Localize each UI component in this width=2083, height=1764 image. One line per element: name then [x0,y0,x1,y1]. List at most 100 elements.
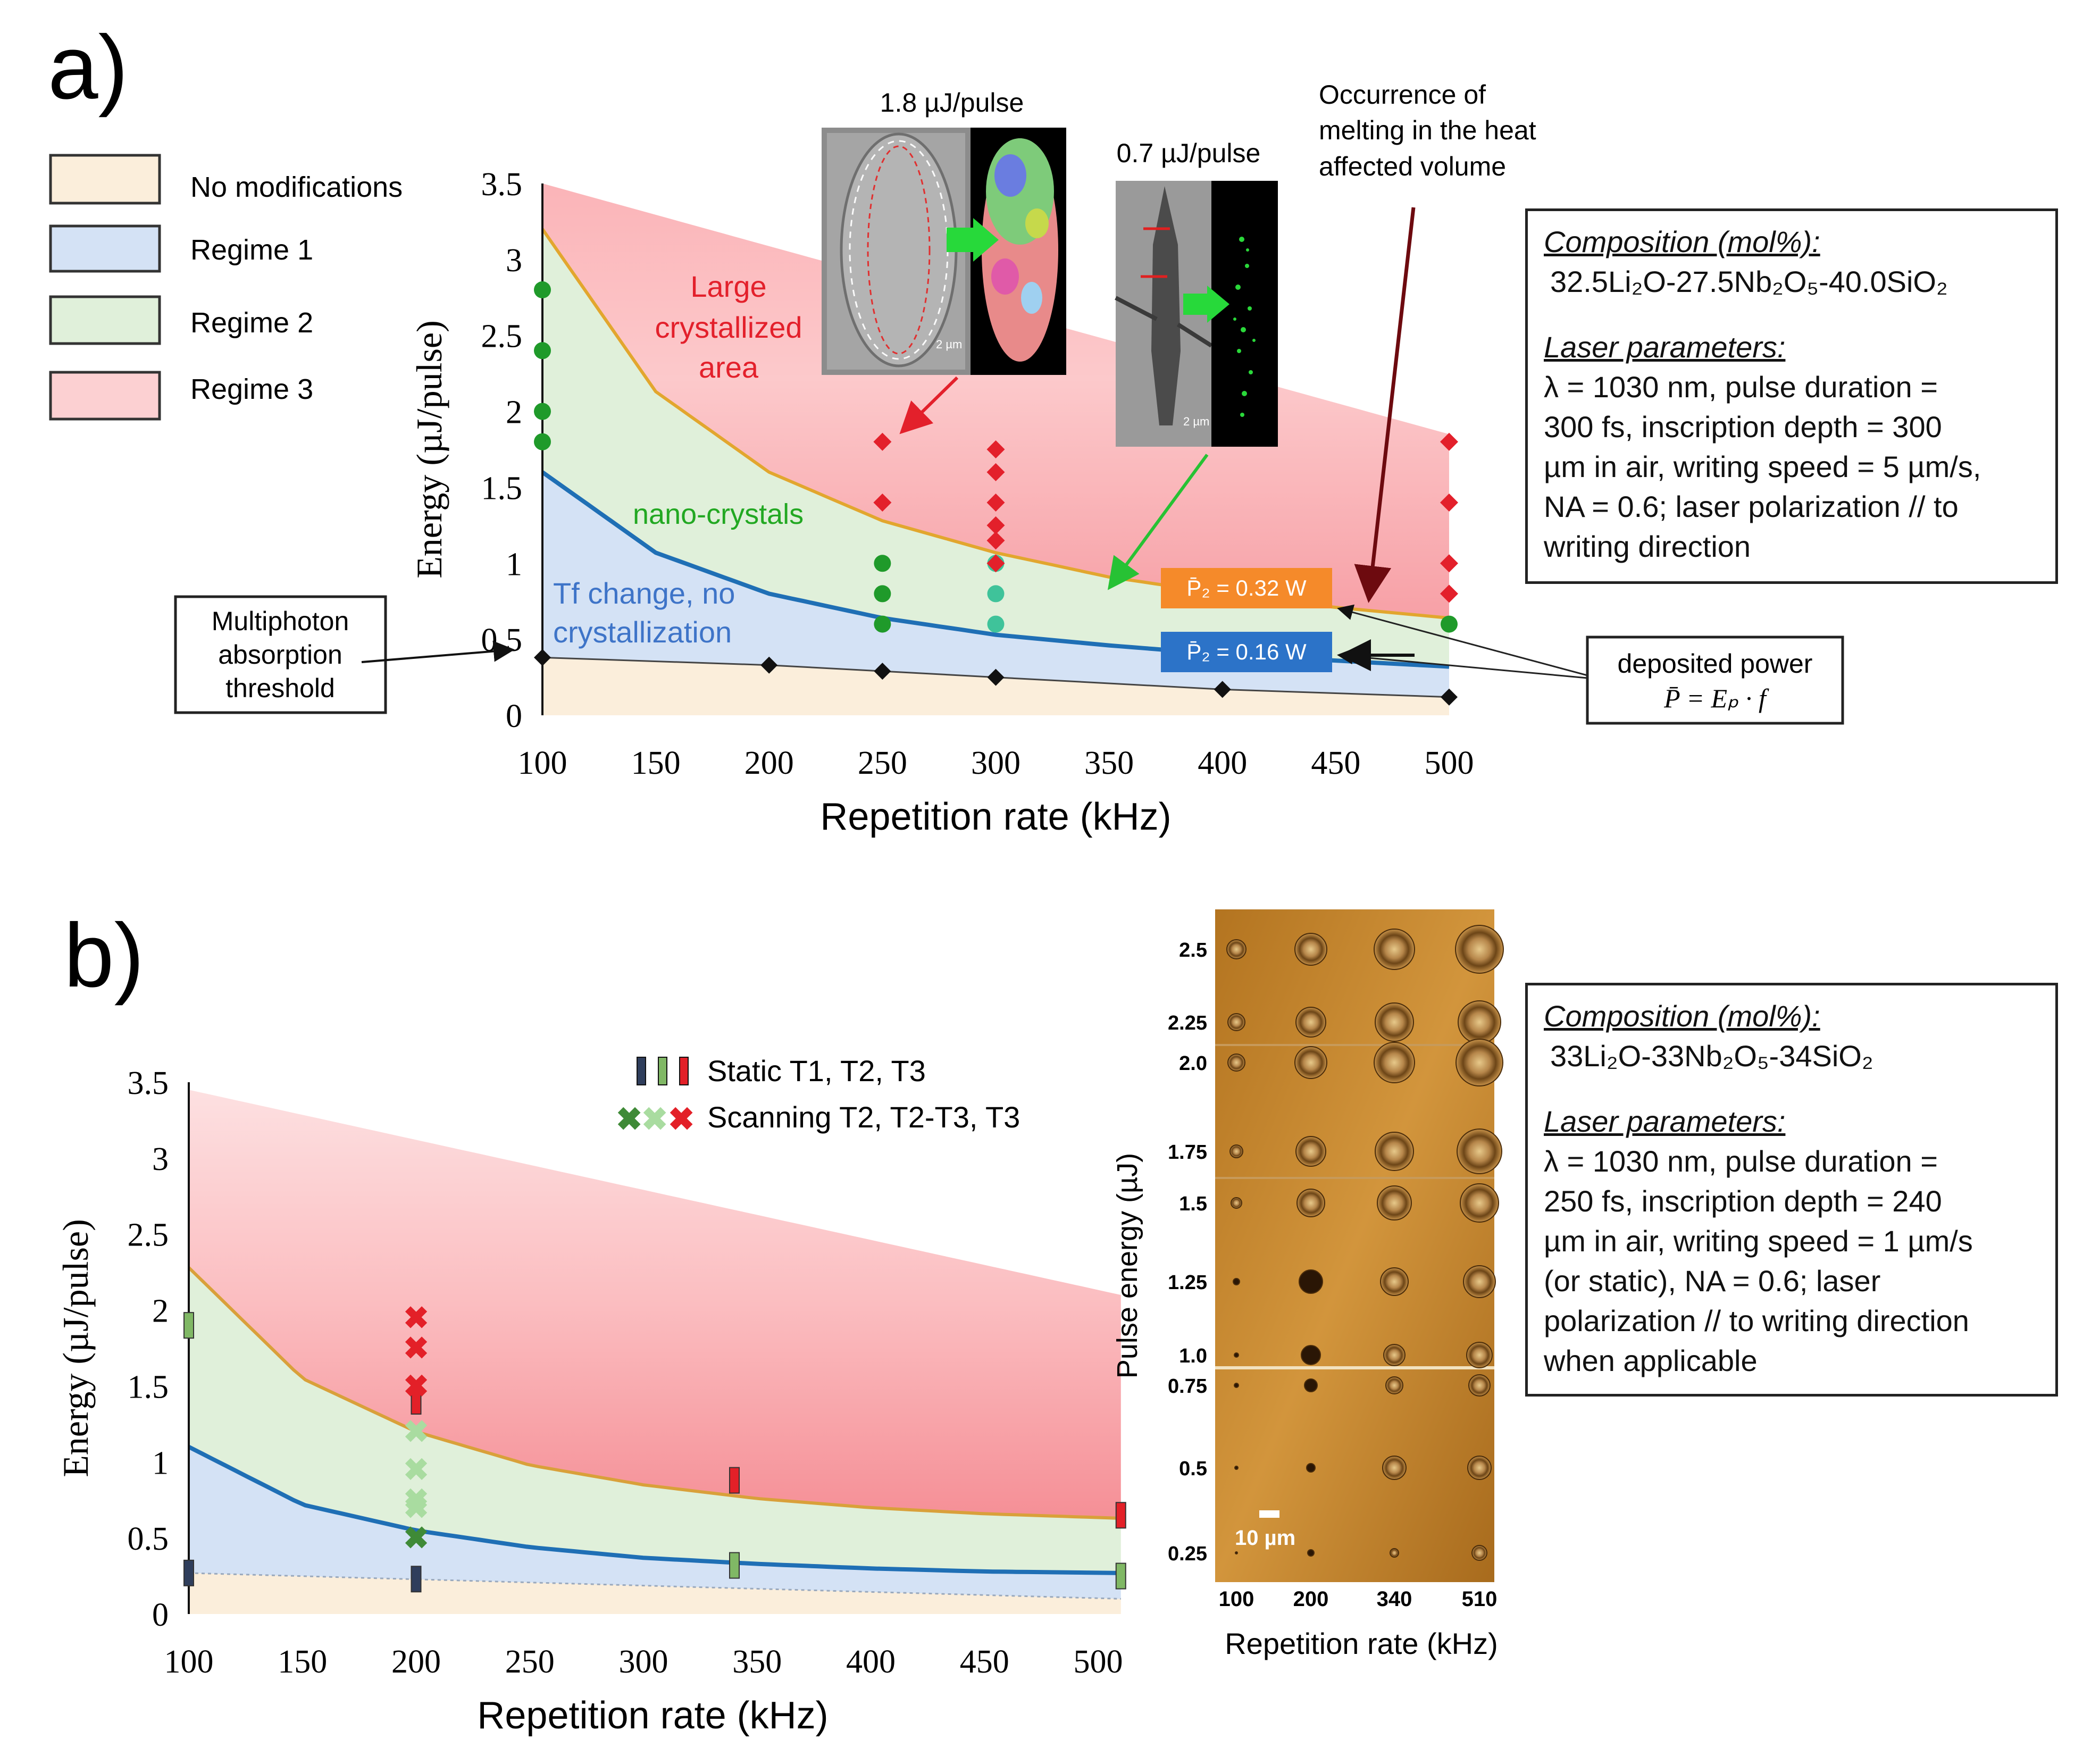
multiphoton-line-2: absorption [218,640,342,670]
micro-xtick-2: 340 [1377,1587,1412,1611]
a-ytick-5: 2.5 [481,319,523,355]
panel-b-laser-line-2: 250 fs, inscription depth = 240 [1544,1184,1942,1218]
panel-b-laser-line-6: when applicable [1544,1344,1758,1377]
micro-dot-3-3 [1457,1128,1502,1174]
a-threshold-point-0 [534,649,551,666]
micro-xtick-0: 100 [1219,1587,1254,1611]
label-large-crystallized-3: area [699,350,759,384]
micro-ytick-7: 0.75 [1168,1375,1207,1398]
micro-dot-8-2 [1382,1456,1407,1480]
micro-dot-3-1 [1295,1136,1326,1167]
micro-xtick-3: 510 [1462,1587,1498,1611]
b-ytick-7: 3.5 [128,1065,169,1101]
a-threshold-point-2 [874,663,891,680]
a-regime3-point-8 [1440,432,1458,451]
b-scan-t3-2: ✖ [403,1301,429,1335]
a-ytick-6: 3 [506,243,522,279]
micro-dot-4-1 [1296,1189,1325,1217]
micro-xtick-1: 200 [1293,1587,1329,1611]
b-static-t3-1 [729,1467,740,1494]
a-region-regime-2 [542,229,1449,667]
b-xtick-0: 100 [164,1644,214,1680]
micro-dot-3-2 [1375,1132,1414,1171]
panel-b-laser-line-5: polarization // to writing direction [1544,1304,1969,1337]
panel-a-composition-header: Composition (mol%): [1544,225,1820,258]
panel-a-laser-line-4: NA = 0.6; laser polarization // to [1544,490,1959,523]
a-regime3-point-4 [986,494,1005,512]
a-regime3-point-0 [873,432,892,451]
micro-dot-0-2 [1374,929,1415,970]
micro-grid-ticks: 2.5 2.25 2.0 1.75 1.5 1.25 1.0 0.75 0.5 0.25 100 20… [1168,939,1497,1611]
micro-ytick-6: 1.0 [1179,1345,1207,1367]
b-xtick-7: 450 [960,1644,1009,1680]
micro-dot-8-1 [1306,1463,1316,1473]
a-threshold-point-4 [1214,681,1231,698]
b-static-t1-1 [411,1566,422,1593]
micro-dot-9-0 [1235,1551,1238,1554]
b-scan-t2t3-3: ✖ [403,1483,429,1518]
micro-dot-8-3 [1467,1456,1492,1480]
label-large-crystallized-1: Large [690,270,766,303]
micro-dot-8-0 [1234,1466,1239,1470]
micro-grid-ylabel: Pulse energy (µJ) [1111,1153,1143,1378]
p2-orange-badge: P̄₂ = 0.32 W [1161,568,1332,608]
b-region-no-modifications [189,1573,1121,1614]
b-static-t1-0 [183,1559,194,1586]
a-xtick-4: 300 [971,745,1020,781]
b-ytick-4: 2 [152,1293,169,1330]
b-line-t1-t2-boundary [188,1445,1121,1575]
a-ytick-2: 1 [506,546,522,582]
legend-static-t3 [679,1057,689,1085]
a-xtick-0: 100 [518,745,567,781]
a-regime2-point-3 [534,433,551,450]
chart-b: 0 0.5 1 1.5 2 2.5 3 3.5 100 150 200 250 300 350 400 450… [55,1065,1126,1737]
a-xlabel: Repetition rate (kHz) [820,796,1171,838]
multiphoton-line-3: threshold [225,673,335,703]
micro-ytick-0: 2.5 [1179,939,1207,962]
b-static-t2-2 [1115,1562,1126,1590]
b-xlabel: Repetition rate (kHz) [477,1694,828,1737]
a-xtick-3: 250 [858,745,907,781]
micrograph-2: 2 µm [1115,181,1278,447]
label-nano-crystals: nano-crystals [633,498,804,530]
micro-dot-4-3 [1460,1183,1499,1223]
a-regime2-point-4 [874,555,891,572]
micro-ytick-4: 1.5 [1179,1193,1207,1215]
a-xtick-7: 450 [1311,745,1360,781]
a-ytick-3: 1.5 [481,470,523,506]
micro-dot-9-2 [1390,1548,1399,1558]
micro-ytick-8: 0.5 [1179,1458,1207,1480]
panel-a-laser-line-5: writing direction [1544,530,1751,563]
micro-dot-4-0 [1231,1197,1242,1209]
micro-dot-2-0 [1227,1054,1245,1072]
p2-blue-badge: P̄₂ = 0.16 W [1161,632,1332,672]
micro-dot-1-2 [1375,1002,1414,1042]
micro-dot-5-2 [1380,1267,1409,1296]
a-regime3-point-11 [1440,584,1458,603]
legend-label-regime-3: Regime 3 [190,373,313,405]
micrograph-grid: 10 µm [1215,909,1504,1582]
a-regime2-point-10 [1441,615,1458,633]
micro-ytick-9: 0.25 [1168,1543,1207,1565]
occurrence-line-3: affected volume [1319,152,1506,181]
micro-dot-2-3 [1455,1039,1503,1086]
panel-b-laser-header: Laser parameters: [1544,1105,1786,1138]
b-scan-t2t3-0: ✖ [403,1491,429,1525]
b-region-t3 [189,1090,1121,1518]
arrow-micro1 [899,376,959,434]
micro-dot-7-1 [1304,1378,1318,1392]
micro-dot-9-1 [1307,1549,1315,1557]
legend-scan-t3: ✖ [668,1101,695,1137]
micro-dot-0-1 [1294,933,1327,966]
micro-ytick-5: 1.25 [1168,1272,1207,1294]
micro-ytick-1: 2.25 [1168,1012,1207,1034]
occurrence-arrow [1354,207,1416,603]
micro-dot-3-0 [1229,1144,1243,1158]
micro-dot-7-2 [1385,1376,1403,1394]
b-scan-t2t3-1: ✖ [403,1453,429,1487]
b-scan-t2t3-2: ✖ [403,1415,429,1449]
a-xtick-8: 500 [1425,745,1474,781]
a-threshold-point-5 [1441,688,1458,706]
panel-a-label: a) [48,17,128,118]
